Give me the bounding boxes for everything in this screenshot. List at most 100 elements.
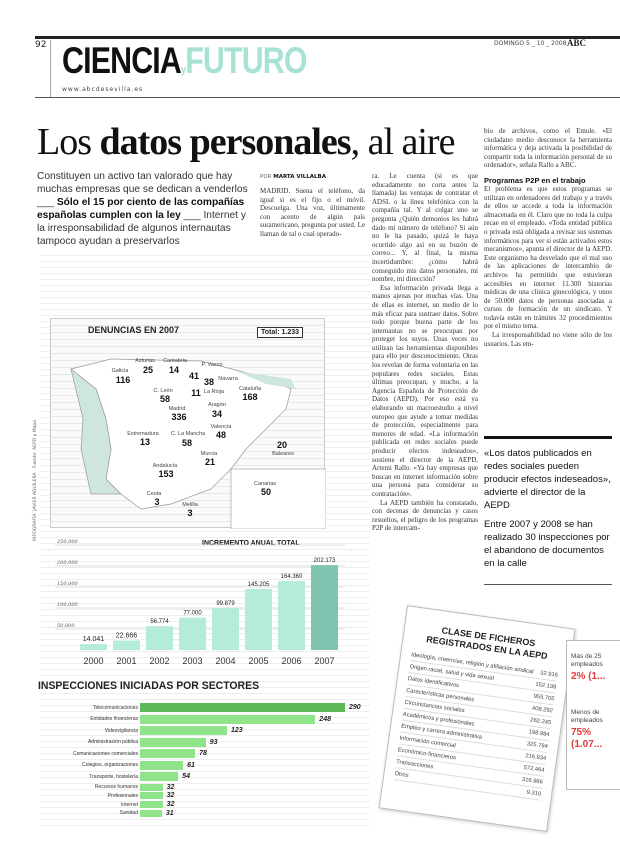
sector-value: 54 [182, 773, 190, 780]
region-value: 116 [115, 375, 131, 385]
body-paragraph: La AEPD también ha constatado, con decen… [372, 498, 478, 533]
region-value: 34 [211, 409, 223, 419]
sector-value: 61 [187, 761, 195, 769]
section-y: y [181, 64, 186, 76]
region-value: 58 [159, 394, 171, 404]
sector-value: 93 [209, 738, 218, 746]
sector-label: Administración pública [87, 739, 138, 745]
sector-label: Recursos humanos [94, 784, 138, 790]
sector-label: Internet [121, 801, 138, 808]
sector-bar [140, 749, 196, 758]
column-4: bio de archivos, como el Emule. «El ciud… [484, 127, 612, 348]
card-percent: 75% [571, 727, 592, 738]
sector-row: Profesionales 32 [30, 792, 174, 800]
sector-row: Recursos humanos 32 [30, 783, 174, 791]
sector-value: 123 [230, 727, 243, 734]
region-name: Asturias [135, 358, 155, 364]
region-value: 38 [203, 377, 215, 387]
map-total: Total: 1.233 [257, 327, 303, 338]
sector-bar [140, 737, 206, 747]
region-name: Baleares [272, 451, 294, 457]
region-name: Cataluña [238, 386, 262, 392]
region-name: Valencia [210, 424, 232, 430]
region-value: 20 [276, 440, 288, 450]
body-paragraph: ra. Le cuenta (si es que educadamente no… [372, 172, 478, 284]
headline-bold: datos personales [99, 121, 352, 163]
region-value: 13 [139, 437, 151, 447]
x-tick-label: 2000 [83, 656, 103, 666]
ficheros-value: 9.310 [526, 789, 542, 798]
byline-prefix: POR [260, 174, 274, 180]
sector-bar [140, 783, 163, 791]
y-tick-label: 200.000 [56, 560, 78, 566]
x-tick-label: 2007 [314, 656, 334, 666]
region-value: 50 [260, 487, 272, 497]
sector-row: Sanidad 31 [30, 809, 174, 817]
region-name: Ceuta [146, 491, 162, 497]
sector-bar [140, 714, 316, 724]
sector-value: 78 [199, 750, 207, 757]
ficheros-value: 408.292 [531, 705, 554, 714]
top-rule [35, 36, 620, 39]
sector-label: Colegios, organizaciones [82, 762, 138, 768]
pull-quote: «Los datos publicados en redes sociales … [484, 448, 611, 511]
ficheros-value: 572.464 [523, 764, 545, 774]
abc-logo: ABC [567, 38, 587, 48]
column-2: POR MARTA VILLALBA MADRID. Suena el telé… [260, 174, 365, 239]
x-tick-label: 2003 [182, 656, 202, 666]
x-tick-label: 2001 [116, 656, 136, 666]
ficheros-value: 262.245 [529, 716, 552, 726]
body-paragraph: bio de archivos, como el Emule. «El ciud… [484, 127, 612, 170]
bar-value-label: 145.205 [248, 582, 270, 588]
region-value: 14 [168, 365, 180, 375]
region-value: 41 [188, 371, 200, 381]
bar [212, 608, 239, 650]
card-text: empleados [571, 661, 603, 668]
region-value: 11 [191, 388, 201, 398]
byline-author: MARTA VILLALBA [273, 174, 326, 180]
x-tick-label: 2004 [215, 656, 235, 666]
bar [113, 640, 140, 650]
region-name: C. La Mancha [170, 431, 206, 437]
ficheros-value: 955.705 [533, 693, 555, 703]
card-text: Más de 25 [571, 653, 602, 660]
bar [146, 626, 173, 650]
y-tick-label: 250.000 [56, 539, 78, 545]
sector-bar [140, 772, 179, 781]
bar-value-label: 202.173 [314, 558, 336, 564]
sector-row: Colegios, organizaciones 61 [30, 760, 195, 770]
ficheros-value: 216.934 [524, 752, 547, 762]
bar [179, 617, 206, 650]
company-size-card: Más de 25 empleados 2% (1... Menos de em… [566, 640, 620, 790]
sector-row: Entidades financieras 248 [30, 714, 331, 724]
body-paragraph: La irresponsabilidad no viene sólo de lo… [484, 331, 612, 348]
subheading: Programas P2P en el trabajo [484, 175, 586, 185]
bar [311, 565, 338, 650]
region-value: 48 [215, 430, 227, 440]
sector-row: Internet 32 [30, 801, 175, 809]
section-futuro: FUTURO [185, 40, 307, 81]
sector-label: Videovigilancia [104, 727, 138, 734]
sector-value: 290 [349, 704, 361, 711]
sector-label: Telecomunicaciones [92, 704, 138, 711]
ficheros-value: 325.794 [526, 740, 549, 750]
header-divider [50, 40, 51, 97]
bar-value-label: 164.360 [281, 574, 303, 580]
sector-row: Comunicaciones comerciales 78 [30, 749, 207, 758]
pull-quotes: «Los datos publicados en redes sociales … [484, 436, 612, 585]
card-percent: (1.07... [571, 739, 603, 750]
region-name: La Rioja [203, 389, 225, 395]
headline-post: , al aire [350, 121, 456, 163]
region-name: Canarias [253, 481, 277, 487]
body-paragraph: Esa información privada llega a manos aj… [372, 283, 478, 498]
site-url[interactable]: www.abcdesevilla.es [62, 86, 144, 93]
sector-value: 32 [166, 801, 175, 809]
section-ciencia: CIENCIA [62, 40, 182, 81]
bar [245, 589, 272, 650]
sector-bar [140, 792, 163, 800]
x-tick-label: 2005 [248, 656, 268, 666]
bar-value-label: 14.041 [83, 636, 105, 643]
region-name: Melilla [182, 502, 198, 508]
section-title: CIENCIAyFUTURO [62, 40, 308, 81]
ficheros-value: 316.966 [521, 776, 544, 786]
